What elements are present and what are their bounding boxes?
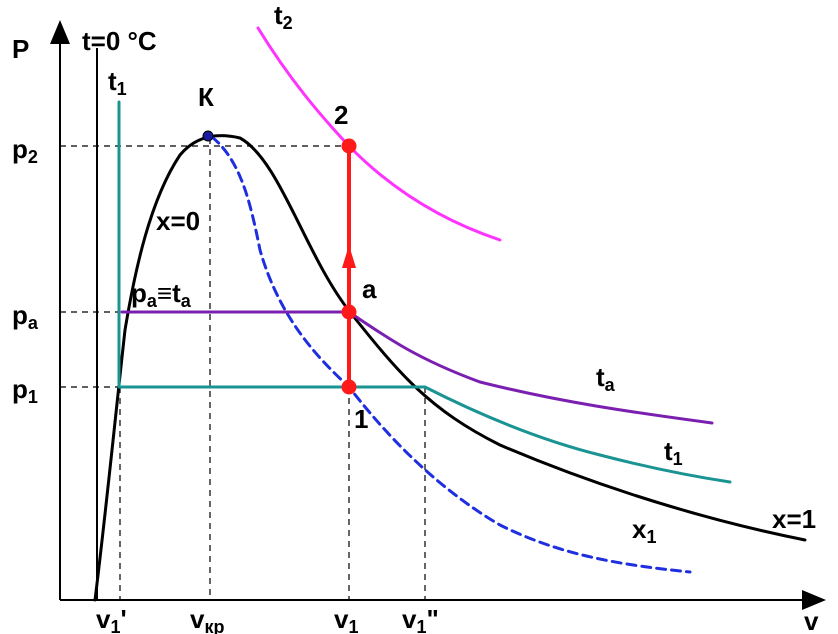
x-tick-vkr: vкр xyxy=(190,604,224,634)
critical-point-label: К xyxy=(198,82,214,112)
t2-label: t2 xyxy=(274,0,293,33)
pa-ta-label: pa≡ta xyxy=(131,278,192,311)
saturation-curve xyxy=(93,134,807,602)
point-a-marker xyxy=(341,304,357,320)
point-a-label: a xyxy=(362,274,377,304)
x-tick-v1: v1 xyxy=(334,604,358,634)
x-tick-v1-double-prime: v1" xyxy=(402,604,439,634)
x0-label: x=0 xyxy=(156,206,200,236)
quality-line-x1 xyxy=(210,135,692,574)
x-tick-v1-prime: v1' xyxy=(96,604,127,634)
isotherm-t2 xyxy=(256,26,502,242)
point-2-label: 2 xyxy=(334,100,348,130)
t1-right-label: t1 xyxy=(664,436,683,469)
isotherm-t1 xyxy=(117,100,732,484)
point-1-label: 1 xyxy=(354,404,368,434)
t-zero-label: t=0 °C xyxy=(82,26,157,56)
x1-label: x1 xyxy=(632,514,656,547)
point-2-marker xyxy=(341,138,357,154)
y-tick-p2: p2 xyxy=(12,134,38,167)
process-arrow xyxy=(342,245,356,268)
x-axis-label: v xyxy=(804,606,819,634)
y-axis-label: P xyxy=(12,34,29,64)
t1-left-label: t1 xyxy=(108,66,127,99)
x-one-label: x=1 xyxy=(772,504,816,534)
ta-label: ta xyxy=(596,362,616,395)
y-tick-p1: p1 xyxy=(12,374,38,407)
isotherm-ta xyxy=(120,310,714,425)
critical-point-marker xyxy=(202,130,214,142)
point-1-marker xyxy=(341,379,357,395)
y-tick-pa: pa xyxy=(12,300,39,333)
